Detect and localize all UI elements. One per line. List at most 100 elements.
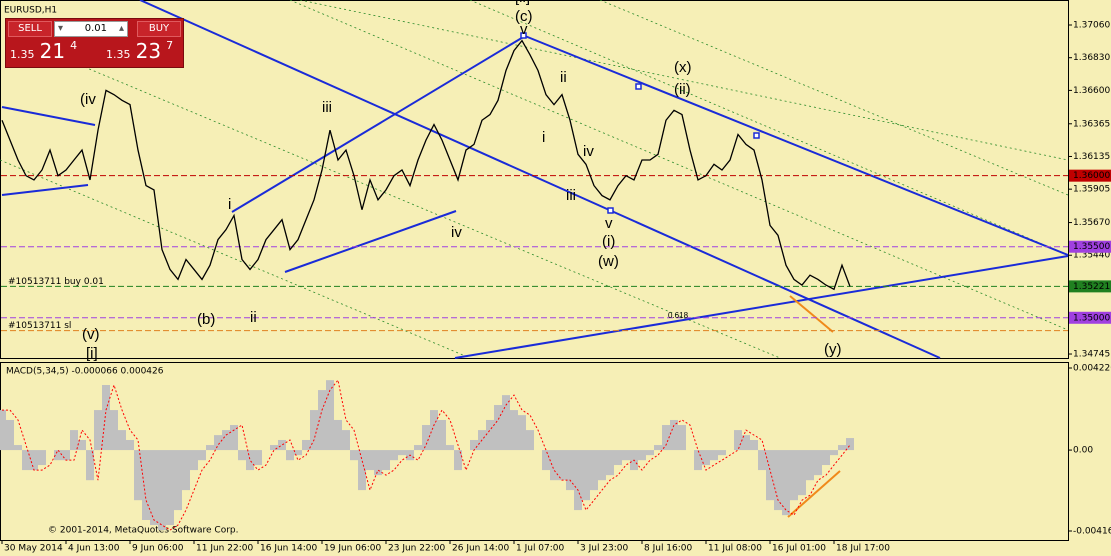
price-pane (0, 0, 1069, 359)
macd-bar (174, 450, 182, 511)
macd-bar (438, 419, 446, 451)
lot-value: 0.01 (84, 23, 107, 34)
wave-label: (v) (82, 326, 100, 343)
macd-bar (678, 425, 686, 451)
macd-bar (598, 450, 606, 481)
macd-bar (694, 450, 702, 471)
macd-bar (710, 450, 718, 461)
macd-bar (742, 435, 750, 451)
y-tick-label: 1.35670 (1073, 218, 1110, 228)
ask-price[interactable]: 1.35 23 7 (106, 39, 190, 65)
wave-label: (ii) (674, 81, 691, 98)
wave-label: (c) (515, 8, 533, 25)
macd-bar (414, 445, 422, 451)
macd-bar (134, 450, 142, 501)
macd-bar (326, 380, 334, 451)
macd-bar (118, 430, 126, 451)
macd-bar (606, 450, 614, 476)
level-label: 1.35221 (1073, 282, 1110, 292)
macd-bar (782, 450, 790, 516)
wave-label: (b) (197, 311, 215, 328)
price-line (1, 39, 851, 291)
macd-bar (542, 450, 550, 471)
buy-button[interactable]: BUY (137, 21, 181, 37)
wave-label: 0.618 (668, 311, 689, 320)
x-tick-label: 11 Jul 08:00 (708, 544, 762, 554)
macd-bar (318, 390, 326, 451)
macd-bar (358, 450, 366, 491)
y-tick-label: 1.34745 (1073, 350, 1110, 360)
y-tick-label: 1.36135 (1073, 152, 1110, 162)
bid-price[interactable]: 1.35 21 4 (10, 39, 94, 65)
macd-bar (470, 439, 478, 451)
level-label: 1.35000 (1073, 313, 1110, 323)
macd-bar (838, 445, 846, 451)
wave-label: i (228, 196, 231, 213)
macd-bar (238, 450, 246, 461)
trendlines (1, 0, 1069, 359)
x-tick-label: 19 Jun 06:00 (324, 544, 381, 554)
bid-main: 21 (39, 39, 66, 63)
macd-bar (94, 410, 102, 451)
macd-bar (814, 450, 822, 476)
macd-bar (254, 450, 262, 466)
wave-label: [ii] (515, 0, 530, 6)
macd-bar (230, 425, 238, 451)
copyright: © 2001-2014, MetaQuotes Software Corp. (48, 526, 239, 536)
lot-up[interactable]: ▴ (118, 23, 124, 34)
sell-button[interactable]: SELL (8, 21, 52, 37)
macd-bar (558, 450, 566, 481)
lot-down[interactable]: ▾ (58, 23, 64, 34)
macd-bar (758, 450, 766, 471)
y-tick-label: 1.36600 (1073, 86, 1110, 96)
macd-bar (702, 450, 710, 466)
macd-bar (382, 450, 390, 471)
macd-bar (0, 410, 6, 451)
lot-input[interactable]: ▾ ▴ 0.01 (54, 21, 128, 37)
macd-bar (30, 450, 38, 471)
macd-bar (222, 430, 230, 451)
level-label-box (1069, 240, 1111, 253)
macd-bar (486, 419, 494, 451)
macd-bar (494, 405, 502, 451)
ask-main: 23 (135, 39, 162, 63)
macd-bar (62, 450, 70, 461)
x-tick-label: 23 Jun 22:00 (388, 544, 445, 554)
macd-bar (54, 450, 62, 461)
x-tick-label: 3 Jul 23:00 (580, 544, 629, 554)
level-label-box (1069, 169, 1111, 182)
macd-bar (798, 450, 806, 496)
macd-bar (734, 430, 742, 451)
trade-panel: SELL ▾ ▴ 0.01 BUY 1.35 21 4 1.35 23 7 (5, 18, 184, 68)
macd-bar (158, 450, 166, 531)
macd-bar (718, 450, 726, 456)
macd-bar (574, 450, 582, 511)
macd-bar (22, 450, 30, 471)
macd-bar (510, 410, 518, 451)
y-tick-label: 0.004226 (1073, 364, 1111, 374)
macd-bar (166, 450, 174, 526)
macd-bar (126, 439, 134, 451)
macd-bar (278, 439, 286, 451)
macd-bar (446, 445, 454, 451)
y-tick-label: 1.36830 (1073, 53, 1110, 63)
wave-label: ii (560, 69, 567, 86)
macd-bar (350, 450, 358, 461)
macd-bar (214, 435, 222, 451)
macd-bar (206, 445, 214, 451)
wave-label: iv (451, 224, 462, 241)
level-label: 1.35500 (1073, 242, 1110, 252)
x-tick-label: 11 Jun 22:00 (196, 544, 253, 554)
macd-bar (662, 425, 670, 451)
macd-bar (654, 445, 662, 451)
wave-label: i (542, 129, 545, 146)
macd-title: MACD(5,34,5) -0.000066 0.000426 (6, 367, 164, 377)
macd-bar (14, 445, 22, 451)
y-tick-label: 1.35440 (1073, 251, 1110, 261)
macd-bar (86, 450, 94, 481)
x-tick-label: 26 Jun 14:00 (452, 544, 509, 554)
macd-bar (190, 450, 198, 471)
order-label: #10513711 sl (8, 321, 71, 331)
macd-bar (78, 439, 86, 451)
macd-bar (246, 450, 254, 471)
